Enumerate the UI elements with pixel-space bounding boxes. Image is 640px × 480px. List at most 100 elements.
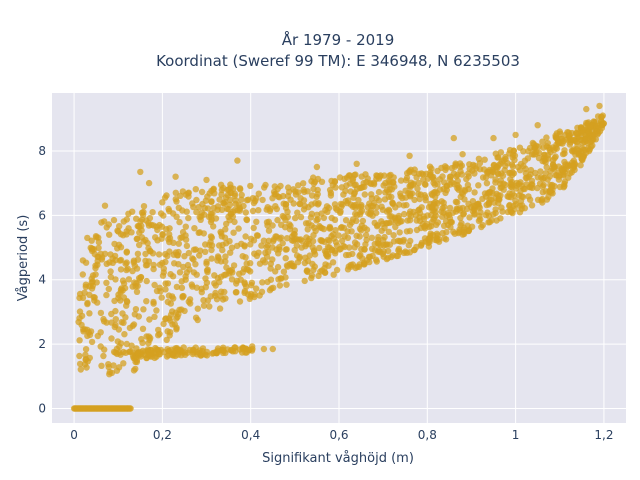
- data-point: [461, 196, 468, 203]
- data-point: [221, 200, 228, 207]
- data-point: [175, 240, 182, 247]
- data-point: [372, 256, 380, 263]
- data-point: [130, 354, 137, 362]
- data-point: [132, 306, 140, 313]
- data-point: [206, 190, 213, 197]
- data-point: [225, 213, 232, 220]
- data-point: [380, 182, 387, 189]
- data-point: [136, 241, 143, 249]
- data-point: [432, 199, 439, 206]
- data-point: [541, 152, 548, 159]
- x-tick-label: 1,2: [594, 428, 613, 442]
- data-point: [368, 234, 376, 241]
- data-point: [192, 186, 199, 193]
- data-point: [312, 227, 319, 234]
- data-point: [373, 209, 380, 217]
- data-point: [431, 181, 439, 188]
- data-point: [76, 290, 84, 298]
- data-point: [202, 275, 209, 282]
- data-point: [116, 343, 123, 350]
- data-point: [138, 335, 145, 343]
- data-point: [559, 150, 567, 158]
- data-point: [253, 195, 260, 202]
- data-point: [173, 213, 180, 220]
- data-point: [563, 136, 571, 143]
- data-point: [556, 128, 563, 135]
- data-point: [212, 215, 220, 222]
- data-point: [194, 316, 201, 324]
- data-point: [361, 224, 368, 231]
- data-point: [306, 252, 313, 259]
- data-point: [224, 346, 231, 353]
- data-point: [520, 148, 527, 155]
- data-point: [201, 211, 208, 218]
- data-point: [313, 163, 321, 171]
- data-point: [236, 298, 244, 305]
- data-point: [77, 366, 85, 373]
- data-point: [436, 176, 443, 183]
- data-point: [236, 270, 243, 277]
- data-point: [570, 157, 577, 164]
- data-point: [432, 204, 439, 211]
- data-point: [113, 350, 121, 358]
- data-point: [160, 265, 167, 272]
- data-point: [560, 184, 567, 191]
- data-point: [253, 218, 260, 225]
- data-point: [300, 206, 308, 213]
- data-point: [330, 231, 337, 238]
- data-point: [248, 279, 256, 286]
- data-point: [142, 250, 149, 258]
- data-point: [145, 352, 152, 359]
- data-point: [106, 259, 113, 266]
- data-point: [159, 199, 166, 206]
- data-point: [440, 199, 447, 206]
- data-point: [232, 289, 240, 296]
- data-point: [189, 347, 197, 354]
- data-point: [227, 181, 234, 188]
- data-point: [138, 222, 145, 230]
- data-point: [221, 234, 229, 241]
- data-point: [512, 197, 519, 204]
- data-point: [324, 236, 332, 244]
- data-point: [373, 194, 380, 202]
- data-point: [185, 214, 192, 222]
- data-point: [580, 146, 587, 153]
- data-point: [265, 248, 272, 255]
- y-axis-ticks: 0 2 4 6 8: [38, 144, 46, 416]
- data-point: [112, 276, 119, 283]
- data-point: [309, 238, 317, 245]
- data-point: [241, 279, 248, 286]
- data-point: [388, 186, 396, 193]
- data-point: [341, 175, 348, 182]
- data-point: [264, 242, 271, 249]
- data-point: [500, 180, 507, 187]
- data-point: [532, 169, 539, 177]
- data-point: [539, 195, 546, 203]
- data-point: [130, 367, 138, 374]
- data-point: [467, 203, 475, 211]
- data-point: [390, 232, 397, 239]
- data-point: [452, 161, 459, 169]
- data-point: [345, 251, 352, 259]
- data-point: [524, 155, 532, 162]
- data-point: [134, 282, 141, 290]
- data-point: [105, 285, 113, 293]
- data-point: [259, 279, 266, 286]
- data-point: [358, 246, 365, 253]
- data-point: [243, 197, 251, 204]
- data-point: [112, 321, 119, 329]
- data-point: [183, 208, 190, 215]
- data-point: [110, 216, 118, 224]
- data-point: [305, 220, 312, 227]
- data-point: [242, 233, 249, 240]
- data-point: [199, 347, 206, 355]
- data-point: [162, 251, 169, 258]
- data-point: [429, 231, 437, 239]
- data-point: [123, 248, 130, 255]
- data-point: [375, 236, 382, 244]
- data-point: [144, 261, 151, 269]
- data-point: [583, 135, 590, 142]
- data-point: [509, 190, 516, 197]
- data-point: [105, 363, 112, 371]
- data-point: [299, 237, 306, 245]
